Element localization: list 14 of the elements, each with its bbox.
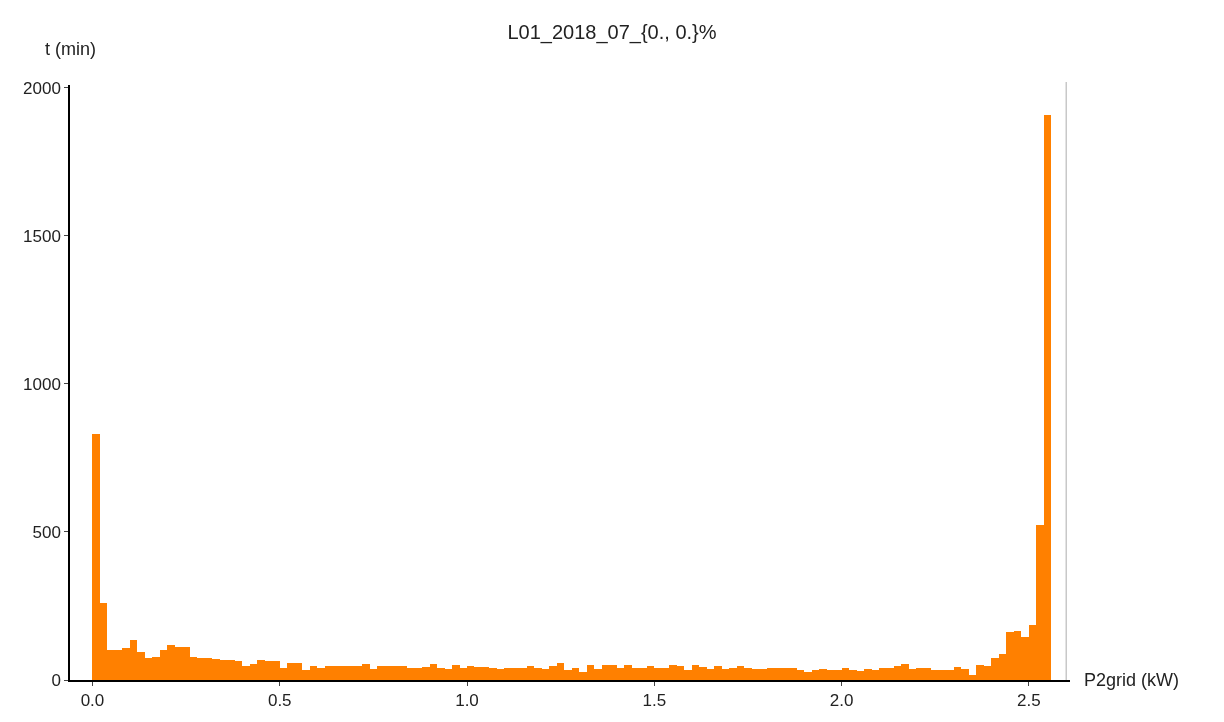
y-axis-title: t (min) [45, 39, 96, 59]
x-tick-label: 0.5 [267, 691, 292, 711]
y-tick-label: 1000 [23, 374, 61, 394]
x-tick-label: 2.0 [829, 691, 854, 711]
y-tick-label: 0 [51, 670, 61, 690]
x-tick-label: 2.5 [1016, 691, 1041, 711]
y-tick-label: 2000 [23, 78, 61, 98]
x-tick-label: 1.0 [455, 691, 479, 711]
x-axis-title: P2grid (kW) [1084, 670, 1180, 690]
x-tick-label: 1.5 [642, 691, 667, 711]
y-tick-label: 1500 [23, 226, 61, 246]
chart-title: L01_2018_07_{0., 0.}% [507, 21, 717, 45]
x-tick-label: 0.0 [80, 691, 105, 711]
y-tick-label: 500 [32, 522, 61, 542]
